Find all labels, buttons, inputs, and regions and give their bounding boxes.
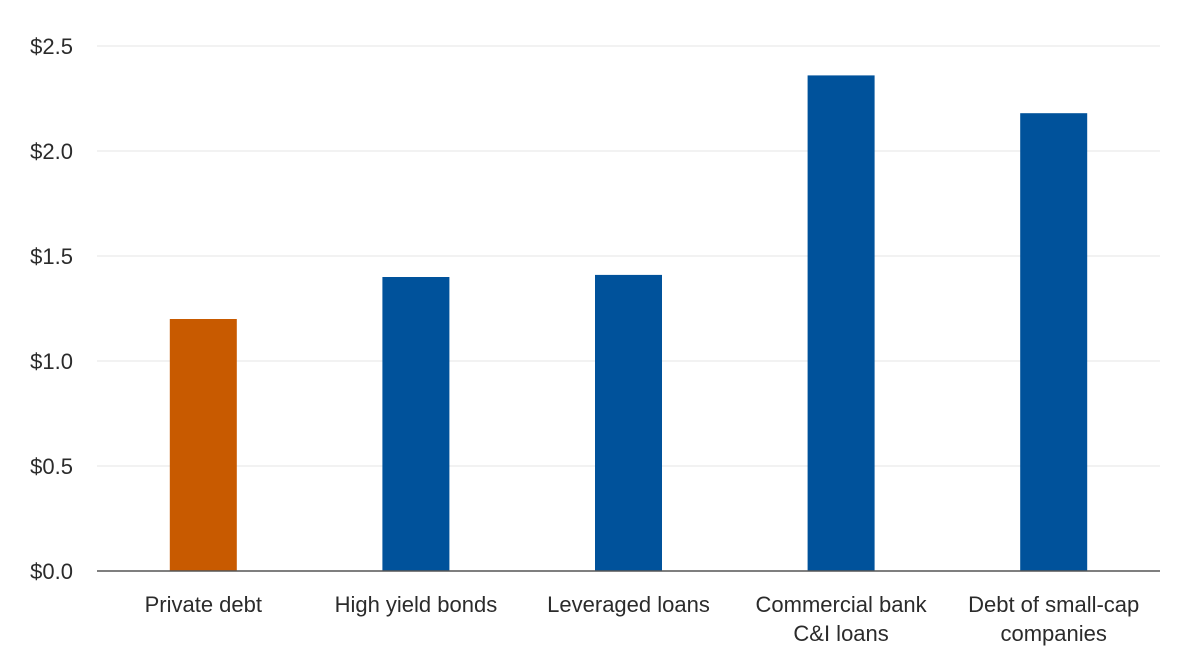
bar-0 <box>169 319 237 571</box>
bar-1 <box>382 277 450 571</box>
x-category-label: C&I loans <box>793 621 888 646</box>
gridlines <box>97 45 1160 467</box>
x-category-label: Debt of small-cap <box>968 592 1139 617</box>
y-tick-label: $1.5 <box>30 244 73 269</box>
bar-2 <box>595 274 662 571</box>
x-category-label: Leveraged loans <box>547 592 710 617</box>
x-category-label: companies <box>1001 621 1107 646</box>
bar-3 <box>807 75 875 572</box>
x-category-label: Commercial bank <box>756 592 928 617</box>
y-tick-label: $0.0 <box>30 559 73 584</box>
y-tick-label: $1.0 <box>30 349 73 374</box>
x-axis-category-labels: Private debt High yield bonds Leveraged lo… <box>145 592 1140 646</box>
y-tick-label: $2.5 <box>30 34 73 59</box>
x-category-label: Private debt <box>145 592 262 617</box>
y-axis-tick-labels: $0.0 $0.5 $1.0 $1.5 $2.0 $2.5 <box>30 34 73 584</box>
y-tick-label: $2.0 <box>30 139 73 164</box>
y-tick-label: $0.5 <box>30 454 73 479</box>
bars <box>169 75 1088 572</box>
x-category-label: High yield bonds <box>335 592 498 617</box>
bar-4 <box>1020 113 1088 571</box>
